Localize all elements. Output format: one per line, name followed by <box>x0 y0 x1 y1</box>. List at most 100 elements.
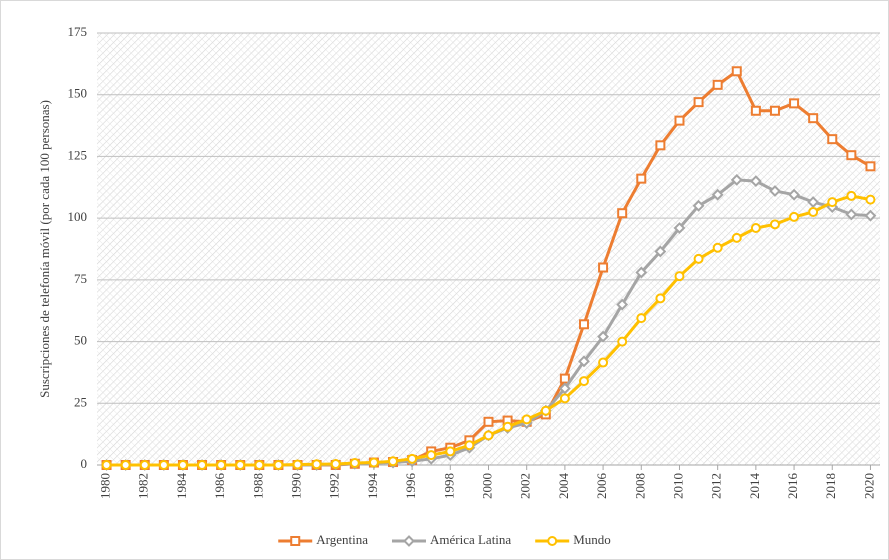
marker <box>712 79 723 90</box>
y-tick-label: 125 <box>68 147 88 162</box>
x-tick-label: 1986 <box>212 473 227 500</box>
marker <box>769 105 780 116</box>
marker <box>712 242 723 253</box>
marker <box>865 194 876 205</box>
marker <box>368 457 379 468</box>
marker <box>445 446 456 457</box>
marker <box>578 376 589 387</box>
marker <box>788 188 800 201</box>
marker <box>636 313 647 324</box>
marker <box>617 336 628 347</box>
marker <box>730 173 743 186</box>
marker <box>617 208 628 219</box>
marker <box>808 206 819 217</box>
marker <box>750 223 761 234</box>
marker <box>655 140 666 151</box>
marker <box>311 459 322 470</box>
marker <box>711 188 724 201</box>
marker <box>292 459 303 470</box>
x-tick-label: 2012 <box>709 473 724 499</box>
marker <box>521 414 532 425</box>
marker <box>235 460 246 470</box>
x-tick-label: 2014 <box>747 473 762 500</box>
x-tick-label: 1988 <box>250 473 265 499</box>
marker <box>846 190 857 201</box>
marker <box>635 266 648 279</box>
marker <box>197 460 208 470</box>
marker <box>693 97 704 108</box>
marker <box>807 196 820 209</box>
marker <box>426 450 437 461</box>
marker <box>750 105 761 116</box>
marker <box>636 173 647 184</box>
x-tick-label: 2016 <box>785 473 800 500</box>
marker <box>597 330 609 343</box>
marker <box>846 150 857 161</box>
y-tick-label: 175 <box>68 24 88 39</box>
marker <box>559 373 570 384</box>
marker <box>865 161 876 172</box>
marker <box>827 134 838 145</box>
marker <box>483 416 494 427</box>
x-tick-label: 1994 <box>365 473 380 500</box>
marker <box>674 115 685 126</box>
marker <box>388 456 399 467</box>
x-tick-label: 2002 <box>518 473 533 499</box>
y-tick-label: 25 <box>74 394 87 409</box>
marker <box>864 209 877 222</box>
legend-label: Argentina <box>316 532 368 547</box>
x-tick-label: 2020 <box>861 473 876 499</box>
marker <box>769 219 780 230</box>
x-tick-label: 1980 <box>98 473 113 499</box>
marker <box>654 245 667 258</box>
x-tick-label: 2008 <box>632 473 647 499</box>
marker <box>120 460 131 470</box>
y-tick-label: 100 <box>68 209 88 224</box>
x-tick-label: 2000 <box>479 473 494 499</box>
marker <box>349 458 360 469</box>
legend-marker <box>403 535 415 547</box>
marker <box>808 113 819 124</box>
marker <box>216 460 227 470</box>
marker <box>502 421 513 432</box>
marker <box>464 440 475 451</box>
x-tick-label: 1998 <box>441 473 456 499</box>
marker <box>101 460 112 470</box>
y-axis-label: Suscripciones de telefonía móvil (por ca… <box>37 100 52 398</box>
marker <box>540 405 551 416</box>
y-tick-label: 75 <box>74 271 87 286</box>
x-tick-label: 1990 <box>289 473 304 499</box>
x-tick-label: 2018 <box>823 473 838 499</box>
marker <box>731 66 742 77</box>
marker <box>827 197 838 208</box>
marker <box>330 459 341 470</box>
x-tick-label: 2006 <box>594 473 609 500</box>
y-tick-label: 150 <box>68 86 88 101</box>
y-tick-label: 50 <box>74 333 87 348</box>
marker <box>139 460 150 470</box>
marker <box>177 460 188 470</box>
x-tick-label: 1996 <box>403 473 418 500</box>
marker <box>731 232 742 243</box>
marker <box>616 298 629 311</box>
plot-background-cross <box>97 33 880 465</box>
x-tick-label: 1984 <box>174 473 189 500</box>
marker <box>558 382 571 395</box>
marker <box>578 355 590 368</box>
marker <box>673 222 686 234</box>
marker <box>273 460 284 470</box>
x-tick-label: 1982 <box>136 473 151 499</box>
marker <box>483 430 494 441</box>
marker <box>693 253 704 264</box>
marker <box>578 319 589 330</box>
legend: Argentina América Latina Mundo <box>278 532 611 547</box>
legend-marker <box>547 536 558 546</box>
marker <box>158 460 169 470</box>
legend-label: América Latina <box>430 532 511 547</box>
marker <box>674 271 685 282</box>
legend-label: Mundo <box>573 532 611 547</box>
marker <box>845 208 858 221</box>
marker <box>598 357 609 368</box>
marker <box>254 460 265 470</box>
